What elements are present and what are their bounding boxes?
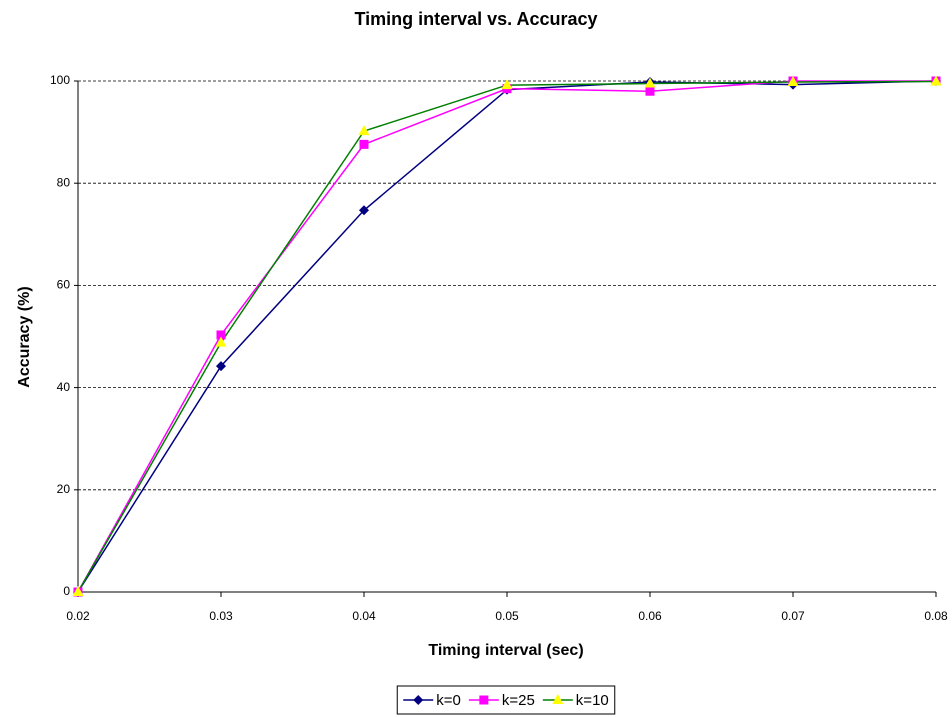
data-point <box>359 205 369 216</box>
y-tick-label: 0 <box>63 584 70 598</box>
legend-marker <box>413 695 424 705</box>
x-tick-label: 0.02 <box>66 609 90 623</box>
y-tick-label: 80 <box>57 175 71 189</box>
series-line <box>77 80 937 593</box>
chart-title: Timing interval vs. Accuracy <box>354 9 597 29</box>
x-tick-label: 0.03 <box>209 609 233 623</box>
data-point <box>72 586 84 596</box>
legend-box <box>396 685 616 715</box>
legend-item: k=0 <box>403 692 461 709</box>
legend-label: k=0 <box>436 692 461 709</box>
legend: k=0 k=25 k=10 <box>396 685 616 715</box>
y-tick-label: 60 <box>57 278 71 292</box>
data-point <box>216 361 226 372</box>
data-point <box>930 75 942 86</box>
x-tick-label: 0.04 <box>352 609 376 623</box>
data-point <box>358 125 370 136</box>
legend-marker <box>552 694 564 704</box>
y-tick-label: 40 <box>57 380 71 394</box>
x-tick-label: 0.06 <box>638 609 662 623</box>
data-point <box>645 86 655 96</box>
data-point <box>215 336 227 347</box>
x-tick-label: 0.08 <box>924 609 948 623</box>
legend-label: k=10 <box>576 692 609 709</box>
x-axis-label: Timing interval (sec) <box>428 642 583 659</box>
legend-item: k=10 <box>542 692 609 709</box>
data-point <box>501 79 513 90</box>
x-tick-label: 0.05 <box>495 609 519 623</box>
data-point <box>787 76 799 87</box>
y-tick-label: 20 <box>57 482 71 496</box>
data-point <box>644 77 656 88</box>
y-tick-label: 100 <box>50 73 70 87</box>
x-tick-label: 0.07 <box>781 609 805 623</box>
legend-marker <box>479 695 489 705</box>
series-line <box>77 80 936 593</box>
legend-item: k=25 <box>468 692 535 709</box>
legend-label: k=25 <box>502 692 535 709</box>
data-point <box>216 330 226 340</box>
data-point <box>359 139 369 149</box>
y-axis-label: Accuracy (%) <box>16 286 33 387</box>
series-line <box>77 80 937 593</box>
